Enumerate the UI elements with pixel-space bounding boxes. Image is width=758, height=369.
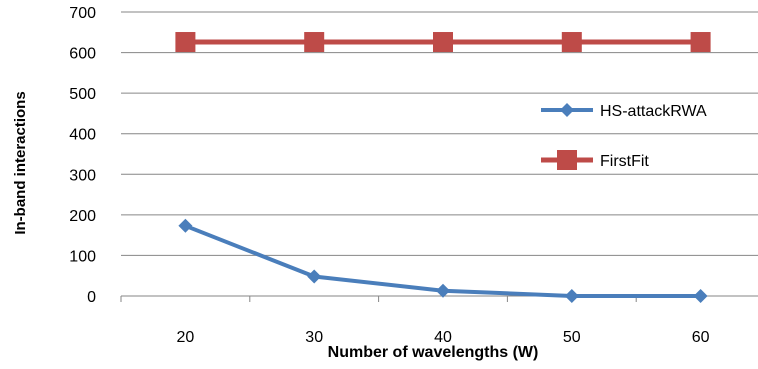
y-tick-label: 400 bbox=[69, 127, 96, 144]
x-tick-label: 60 bbox=[692, 329, 710, 346]
data-point-hs-attackrwa bbox=[436, 283, 450, 298]
legend-marker bbox=[560, 103, 574, 117]
data-point-firstfit bbox=[433, 32, 453, 53]
y-tick-label: 500 bbox=[69, 86, 96, 103]
data-point-hs-attackrwa bbox=[307, 269, 322, 284]
series-layer bbox=[175, 32, 711, 303]
legend-label: HS-attackRWA bbox=[600, 103, 707, 120]
legend-item-firstfit: FirstFit bbox=[541, 150, 649, 170]
x-tick-label: 40 bbox=[434, 329, 452, 346]
data-point-firstfit bbox=[690, 32, 711, 53]
y-tick-label: 700 bbox=[69, 5, 96, 22]
x-axis-tick-labels: 20 30 40 50 60 bbox=[177, 329, 710, 346]
series-firstfit bbox=[175, 32, 711, 53]
y-tick-label: 600 bbox=[69, 46, 96, 63]
x-tick-label: 30 bbox=[305, 329, 323, 346]
data-point-hs-attackrwa bbox=[693, 289, 708, 303]
legend-marker bbox=[557, 150, 577, 170]
data-point-firstfit bbox=[304, 32, 325, 53]
data-point-firstfit bbox=[561, 32, 582, 53]
y-tick-label: 0 bbox=[87, 289, 96, 306]
y-axis-tick-labels: 0 100 200 300 400 500 600 700 bbox=[69, 5, 96, 306]
data-point-hs-attackrwa bbox=[178, 218, 193, 233]
legend-item-hs-attackrwa: HS-attackRWA bbox=[541, 103, 707, 120]
legend: HS-attackRWA FirstFit bbox=[541, 103, 707, 170]
y-tick-label: 300 bbox=[69, 167, 96, 184]
y-tick-label: 200 bbox=[69, 208, 96, 225]
x-tick-label: 20 bbox=[177, 329, 195, 346]
x-axis-title: Number of wavelengths (W) bbox=[328, 344, 539, 361]
legend-label: FirstFit bbox=[600, 153, 649, 170]
y-tick-label: 100 bbox=[69, 248, 96, 265]
series-hs-attackrwa bbox=[178, 218, 708, 303]
data-point-hs-attackrwa bbox=[564, 289, 579, 303]
data-point-firstfit bbox=[175, 32, 196, 53]
y-axis-title: In-band interactions bbox=[12, 91, 29, 234]
x-tick-label: 50 bbox=[563, 329, 581, 346]
gridlines bbox=[121, 11, 758, 256]
